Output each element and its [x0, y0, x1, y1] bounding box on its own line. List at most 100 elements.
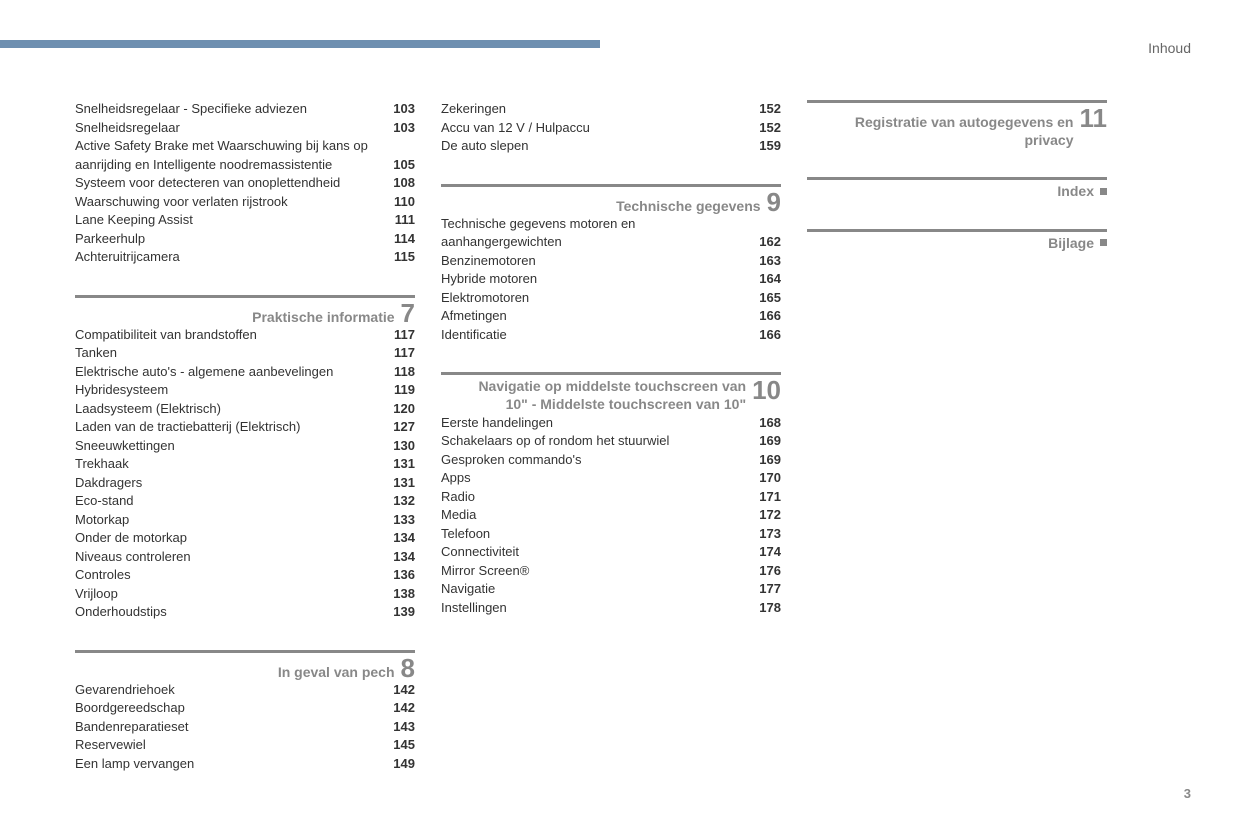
toc-entry: Controles136	[75, 566, 415, 585]
toc-page: 103	[393, 100, 415, 119]
toc-entry: Niveaus controleren134	[75, 548, 415, 567]
toc-page: 131	[393, 474, 415, 493]
toc-page: 127	[393, 418, 415, 437]
toc-page: 152	[759, 119, 781, 138]
toc-entry: Identificatie166	[441, 326, 781, 345]
toc-page: 178	[759, 599, 781, 618]
toc-entry: Snelheidsregelaar - Specifieke adviezen1…	[75, 100, 415, 119]
toc-page: 134	[393, 548, 415, 567]
toc-entry: Snelheidsregelaar103	[75, 119, 415, 138]
toc-label: Gesproken commando's	[441, 451, 759, 470]
toc-label: Elektromotoren	[441, 289, 759, 308]
toc-label: Een lamp vervangen	[75, 755, 393, 774]
section-title: Bijlage	[1048, 234, 1094, 252]
toc-page: 115	[394, 248, 415, 267]
toc-entry: Technische gegevens motoren en aanhanger…	[441, 215, 781, 252]
toc-entry: Schakelaars op of rondom het stuurwiel16…	[441, 432, 781, 451]
toc-entry: Benzinemotoren163	[441, 252, 781, 271]
section-number: 11	[1080, 105, 1108, 131]
toc-entry: Trekhaak131	[75, 455, 415, 474]
toc-entry: Waarschuwing voor verlaten rijstrook110	[75, 193, 415, 212]
toc-label: Navigatie	[441, 580, 759, 599]
toc-page: 162	[759, 233, 781, 252]
toc-page: 176	[759, 562, 781, 581]
toc-entry: Reservewiel145	[75, 736, 415, 755]
toc-page: 142	[393, 681, 415, 700]
toc-page: 117	[394, 326, 415, 345]
toc-entry: Mirror Screen®176	[441, 562, 781, 581]
toc-entry: Hybridesysteem119	[75, 381, 415, 400]
toc-page: 111	[395, 211, 415, 230]
toc-entry: Gesproken commando's169	[441, 451, 781, 470]
toc-page: 159	[759, 137, 781, 156]
toc-label: Instellingen	[441, 599, 759, 618]
content-columns: Snelheidsregelaar - Specifieke adviezen1…	[75, 100, 1191, 773]
toc-label: Motorkap	[75, 511, 393, 530]
section-header-9: Technische gegevens 9	[441, 184, 781, 215]
toc-label: Parkeerhulp	[75, 230, 394, 249]
toc-page: 171	[759, 488, 781, 507]
toc-page: 174	[759, 543, 781, 562]
toc-page: 117	[394, 344, 415, 363]
toc-label: De auto slepen	[441, 137, 759, 156]
toc-label: Hybridesysteem	[75, 381, 394, 400]
section-header-bijlage: Bijlage	[807, 229, 1107, 252]
page-number: 3	[1184, 786, 1191, 801]
toc-label: Onderhoudstips	[75, 603, 393, 622]
section-number: 10	[752, 377, 781, 403]
toc-label: Apps	[441, 469, 759, 488]
toc-entry: Zekeringen152	[441, 100, 781, 119]
toc-page: 163	[759, 252, 781, 271]
toc-page: 138	[393, 585, 415, 604]
section-title: Praktische informatie	[252, 308, 394, 326]
section-title: Navigatie op middelste touchscreen van 1…	[466, 377, 746, 413]
toc-page: 172	[759, 506, 781, 525]
toc-label: Active Safety Brake met Waarschuwing bij…	[75, 137, 393, 174]
toc-label: Tanken	[75, 344, 394, 363]
toc-label: Connectiviteit	[441, 543, 759, 562]
toc-entry: Radio171	[441, 488, 781, 507]
toc-label: Niveaus controleren	[75, 548, 393, 567]
toc-entry: Elektromotoren165	[441, 289, 781, 308]
preblock-list: Snelheidsregelaar - Specifieke adviezen1…	[75, 100, 415, 267]
toc-page: 145	[393, 736, 415, 755]
toc-label: Schakelaars op of rondom het stuurwiel	[441, 432, 759, 451]
toc-page: 165	[759, 289, 781, 308]
toc-label: Telefoon	[441, 525, 759, 544]
toc-page: 136	[393, 566, 415, 585]
toc-entry: Gevarendriehoek142	[75, 681, 415, 700]
section-header-7: Praktische informatie 7	[75, 295, 415, 326]
toc-label: Identificatie	[441, 326, 759, 345]
toc-page: 130	[393, 437, 415, 456]
section-number: 9	[767, 189, 781, 215]
toc-label: Zekeringen	[441, 100, 759, 119]
toc-entry: Elektrische auto's - algemene aanbevelin…	[75, 363, 415, 382]
toc-page: 169	[759, 432, 781, 451]
toc-entry: Tanken117	[75, 344, 415, 363]
section-9-list: Technische gegevens motoren en aanhanger…	[441, 215, 781, 345]
toc-label: Mirror Screen®	[441, 562, 759, 581]
section-number: 7	[401, 300, 415, 326]
top-accent-bar	[0, 40, 600, 48]
column-1: Snelheidsregelaar - Specifieke adviezen1…	[75, 100, 415, 773]
toc-page: 170	[759, 469, 781, 488]
toc-label: Snelheidsregelaar - Specifieke adviezen	[75, 100, 393, 119]
toc-entry: Instellingen178	[441, 599, 781, 618]
section-header-11: Registratie van autogegevens en privacy …	[807, 100, 1107, 149]
toc-entry: Een lamp vervangen149	[75, 755, 415, 774]
toc-label: Waarschuwing voor verlaten rijstrook	[75, 193, 394, 212]
toc-entry: Compatibiliteit van brandstoffen117	[75, 326, 415, 345]
toc-entry: Laden van de tractiebatterij (Elektrisch…	[75, 418, 415, 437]
section-header-8: In geval van pech 8	[75, 650, 415, 681]
toc-entry: Onderhoudstips139	[75, 603, 415, 622]
toc-entry: Boordgereedschap142	[75, 699, 415, 718]
toc-label: Boordgereedschap	[75, 699, 393, 718]
toc-label: Lane Keeping Assist	[75, 211, 395, 230]
toc-page: 119	[394, 381, 415, 400]
section-7-list: Compatibiliteit van brandstoffen117Tanke…	[75, 326, 415, 622]
toc-entry: Achteruitrijcamera115	[75, 248, 415, 267]
toc-label: Compatibiliteit van brandstoffen	[75, 326, 394, 345]
toc-label: Trekhaak	[75, 455, 393, 474]
toc-label: Laadsysteem (Elektrisch)	[75, 400, 393, 419]
toc-entry: Media172	[441, 506, 781, 525]
